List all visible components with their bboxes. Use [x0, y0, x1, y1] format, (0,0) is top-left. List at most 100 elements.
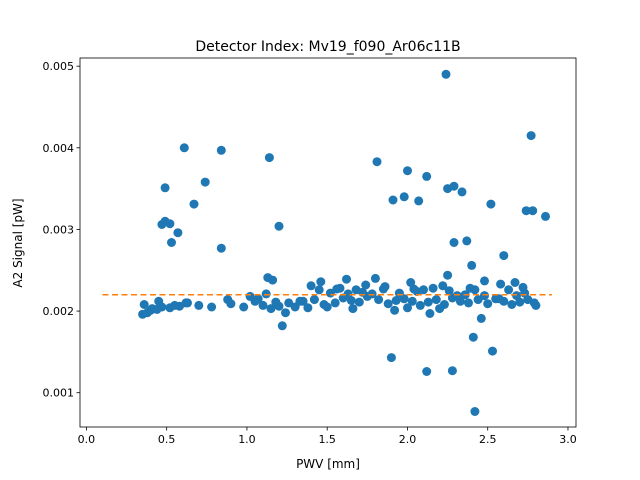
- data-point: [504, 285, 514, 295]
- data-point: [399, 192, 409, 202]
- data-point: [467, 260, 477, 270]
- x-tick-label: 3.0: [559, 433, 577, 446]
- x-tick-label: 0.5: [158, 433, 176, 446]
- data-point: [422, 171, 432, 181]
- data-point: [160, 183, 170, 193]
- data-point: [483, 299, 493, 309]
- data-point: [512, 291, 522, 301]
- x-tick-label: 0.0: [78, 433, 96, 446]
- data-point: [314, 285, 324, 295]
- data-point: [473, 295, 483, 305]
- x-tick-label: 1.5: [318, 433, 336, 446]
- y-tick-label: 0.001: [43, 387, 75, 400]
- data-point: [170, 300, 180, 310]
- data-point: [476, 313, 486, 323]
- data-point: [332, 284, 342, 294]
- data-point: [277, 321, 287, 331]
- data-point: [449, 181, 459, 191]
- data-point: [419, 285, 428, 295]
- data-point: [173, 228, 183, 238]
- data-point: [403, 303, 412, 313]
- y-axis-ticks: 0.001 0.002 0.003 0.004 0.005: [43, 60, 80, 400]
- data-point: [435, 304, 445, 314]
- axes-frame: [79, 57, 577, 428]
- data-point: [518, 282, 528, 292]
- data-point: [390, 305, 400, 315]
- data-point: [462, 236, 472, 246]
- data-point: [496, 279, 506, 289]
- data-point: [422, 367, 432, 376]
- data-point: [226, 299, 236, 309]
- data-point: [271, 297, 281, 307]
- data-point: [521, 206, 531, 216]
- y-axis-label: A2 Signal [pW]: [11, 198, 25, 287]
- data-point: [409, 284, 419, 294]
- chart-title: Detector Index: Mv19_f090_Ar06c11B: [195, 39, 460, 55]
- data-point: [407, 296, 417, 306]
- data-point: [207, 302, 217, 312]
- data-point: [470, 407, 480, 416]
- y-tick-label: 0.005: [43, 60, 75, 73]
- x-axis-ticks: 0.0 0.5 1.0 1.5 2.0 2.5 3.0: [78, 427, 577, 446]
- data-point: [447, 366, 457, 376]
- data-point: [386, 353, 396, 363]
- data-point: [464, 298, 473, 308]
- data-point: [284, 298, 294, 308]
- data-point: [316, 277, 326, 287]
- data-point: [403, 166, 412, 176]
- data-point: [266, 304, 276, 314]
- data-point: [216, 145, 226, 155]
- data-point: [388, 195, 398, 205]
- data-point: [486, 199, 496, 209]
- data-point: [216, 243, 226, 253]
- y-tick-label: 0.003: [43, 223, 75, 236]
- data-point: [457, 187, 467, 197]
- data-point: [367, 289, 377, 299]
- data-point: [274, 221, 284, 231]
- data-point: [194, 300, 204, 310]
- data-point: [139, 300, 149, 309]
- data-point: [499, 251, 509, 261]
- data-point: [528, 206, 538, 216]
- x-tick-label: 2.5: [479, 433, 497, 446]
- x-axis-label: PWV [mm]: [296, 457, 360, 471]
- data-point: [425, 309, 435, 318]
- data-point: [372, 157, 382, 167]
- data-point: [494, 294, 504, 304]
- y-tick-label: 0.002: [43, 305, 75, 318]
- data-point: [444, 286, 454, 296]
- data-point: [507, 300, 517, 309]
- data-point: [167, 238, 176, 247]
- data-point: [452, 291, 462, 301]
- y-tick-label: 0.004: [43, 142, 75, 155]
- data-point: [541, 211, 550, 221]
- data-point: [414, 196, 424, 206]
- data-point: [361, 280, 371, 290]
- data-point: [264, 153, 274, 163]
- data-point: [468, 332, 478, 342]
- plot-area: [102, 69, 552, 416]
- data-point: [239, 302, 249, 312]
- data-point: [189, 199, 199, 209]
- data-point: [374, 295, 384, 305]
- data-point: [343, 289, 353, 299]
- data-point: [200, 177, 210, 187]
- data-point: [179, 143, 189, 153]
- data-point: [370, 273, 380, 283]
- data-point: [488, 346, 497, 356]
- data-point: [295, 296, 305, 306]
- x-tick-label: 1.0: [238, 433, 256, 446]
- data-point: [431, 295, 441, 305]
- data-point: [342, 274, 351, 284]
- data-point: [391, 296, 401, 305]
- data-point: [281, 308, 290, 318]
- data-point: [165, 219, 175, 229]
- data-point: [394, 288, 404, 298]
- data-point: [309, 295, 319, 305]
- data-point: [322, 302, 332, 312]
- data-point: [258, 300, 268, 310]
- data-point: [480, 276, 489, 286]
- data-point: [480, 291, 489, 301]
